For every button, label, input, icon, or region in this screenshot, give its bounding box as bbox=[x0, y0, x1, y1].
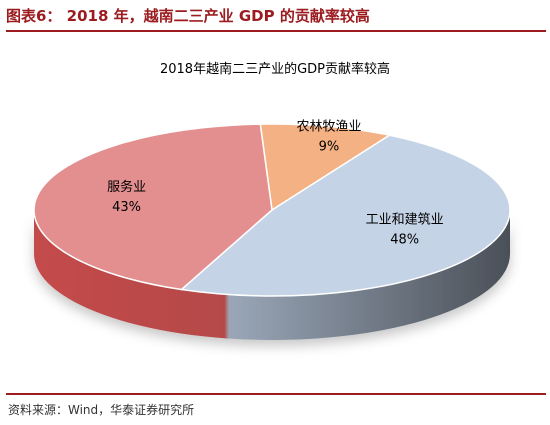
slice-value-label: 9% bbox=[319, 140, 340, 155]
slice-label: 服务业 bbox=[107, 179, 146, 195]
chart-title: 2018年越南二三产业的GDP贡献率较高 bbox=[159, 62, 390, 77]
source-note: 资料来源：Wind，华泰证券研究所 bbox=[8, 403, 195, 417]
slice-value-label: 48% bbox=[390, 232, 419, 247]
slice-服务业 bbox=[33, 123, 273, 291]
footer-divider bbox=[6, 393, 546, 395]
slice-label: 工业和建筑业 bbox=[366, 211, 444, 227]
pie-top-face bbox=[33, 123, 511, 297]
title-divider bbox=[6, 30, 546, 32]
slice-农林牧渔业 bbox=[259, 123, 392, 212]
slice-工业和建筑业 bbox=[179, 134, 511, 297]
pie-side-wall bbox=[34, 210, 510, 340]
slice-value-label: 43% bbox=[112, 200, 141, 215]
slice-label: 农林牧渔业 bbox=[296, 120, 361, 135]
pie-side-wall-face bbox=[34, 210, 510, 340]
figure-title: 图表6： 2018 年，越南二三产业 GDP 的贡献率较高 bbox=[6, 7, 370, 25]
pie-labels: 农林牧渔业 9% 工业和建筑业 48% 服务业 43% bbox=[107, 120, 444, 248]
